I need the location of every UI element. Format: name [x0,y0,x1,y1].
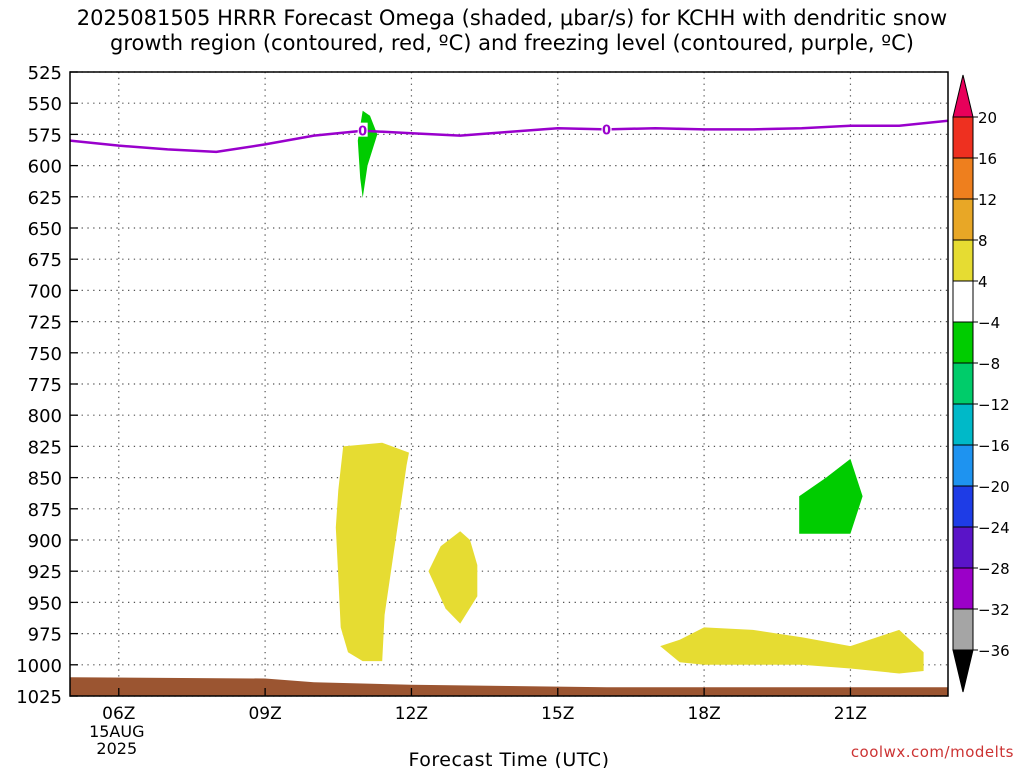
colorbar-label: 4 [978,273,988,291]
y-tick-label: 750 [28,344,62,365]
x-date-label: 2025 [96,739,137,758]
colorbar-box [952,485,974,528]
colorbar-box [952,608,974,651]
omega-region [660,627,924,674]
y-tick-label: 825 [28,437,62,458]
colorbar-label: −24 [978,519,1010,537]
y-tick-label: 950 [28,593,62,614]
chart-title-line1: 2025081505 HRRR Forecast Omega (shaded, … [76,6,948,30]
colorbar-label: 20 [978,109,997,127]
colorbar-box [952,198,974,241]
y-tick-label: 1000 [16,656,62,677]
colorbar-box [952,567,974,610]
x-axis-label: Forecast Time (UTC) [409,749,610,768]
colorbar-label: −16 [978,437,1010,455]
omega-region [799,458,863,534]
y-tick-label: 975 [28,625,62,646]
colorbar-box [952,116,974,159]
y-tick-label: 525 [28,63,62,84]
contour-label-bg [357,122,368,137]
y-tick-label: 575 [28,125,62,146]
contour-label: 0 [602,123,611,138]
colorbar-bottom-arrow [952,649,974,693]
contour-label-bg [601,121,612,136]
colorbar-box [952,157,974,200]
y-tick-label: 850 [28,469,62,490]
freezing-level-line [70,119,948,154]
terrain-fill [70,677,948,696]
x-date-label: 15AUG [89,722,144,741]
axes: 525 550 575 600 625 650 675 700 725 750 775 800 825 8… [16,63,867,758]
colorbar-box [952,526,974,569]
colorbar-label: −12 [978,396,1010,414]
y-tick-label: 1025 [16,687,62,708]
colorbar-label: −28 [978,560,1010,578]
x-tick-label: 21Z [834,704,867,724]
omega-region [335,442,409,662]
y-tick-label: 625 [28,188,62,209]
colorbar-box [952,280,974,323]
x-tick-label: 06Z [102,704,135,724]
y-tick-label: 900 [28,531,62,552]
colorbar-box [952,444,974,487]
chart-title-line2: growth region (contoured, red, ºC) and f… [110,31,914,55]
y-tick-label: 775 [28,375,62,396]
y-tick-label: 725 [28,313,62,334]
colorbar-box [952,239,974,282]
colorbar-label: −4 [978,314,1000,332]
x-tick-label: 18Z [687,704,720,724]
colorbar-label: 12 [978,191,997,209]
x-tick-label: 15Z [541,704,574,724]
grid [70,71,948,697]
y-tick-label: 675 [28,250,62,271]
colorbar-label: 16 [978,150,997,168]
colorbar-label: 8 [978,232,988,250]
colorbar-label: −36 [978,642,1010,660]
y-tick-label: 800 [28,406,62,427]
omega-colorbar: 20 16 12 8 4 −4 −8 −12 −16 −20 −24 −28 −32 −36 [952,74,1010,693]
y-tick-label: 600 [28,157,62,178]
x-tick-label: 09Z [248,704,281,724]
y-tick-label: 925 [28,562,62,583]
y-tick-label: 650 [28,219,62,240]
credit-link[interactable]: coolwx.com/modelts [850,743,1014,761]
colorbar-label: −8 [978,355,1000,373]
y-tick-label: 550 [28,94,62,115]
colorbar-label: −20 [978,478,1010,496]
x-tick-label: 12Z [395,704,428,724]
omega-region [428,531,478,624]
colorbar-box [952,403,974,446]
y-tick-label: 700 [28,281,62,302]
colorbar-label: −32 [978,601,1010,619]
contour-label: 0 [358,125,367,140]
chart-title: 2025081505 HRRR Forecast Omega (shaded, … [0,6,1024,56]
colorbar-top-arrow [952,74,974,118]
plot-frame [69,71,949,697]
colorbar-box [952,321,974,364]
y-tick-label: 875 [28,500,62,521]
colorbar-box [952,362,974,405]
